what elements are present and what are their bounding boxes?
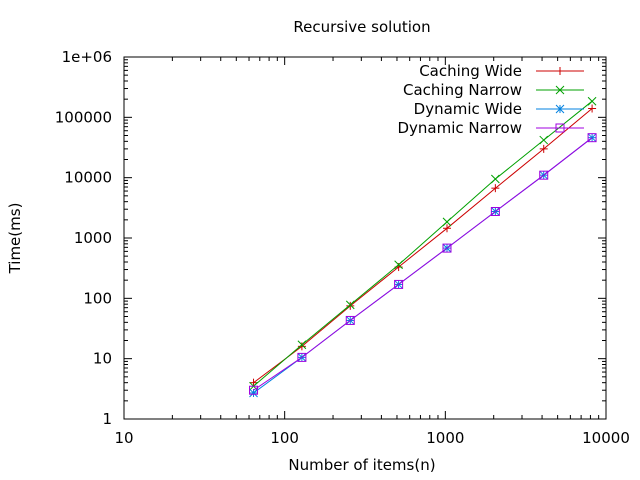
y-tick-label: 1000 (74, 229, 112, 247)
data-point-dynamic-narrow (490, 206, 500, 216)
data-point-dynamic-narrow (394, 279, 404, 289)
data-point-caching-wide (297, 342, 306, 351)
data-point-dynamic-narrow (587, 133, 597, 143)
series-line-caching-narrow (253, 100, 593, 387)
legend-label-dynamic-narrow: Dynamic Narrow (397, 119, 522, 137)
y-tick-label: 1e+06 (62, 48, 112, 66)
data-point-caching-narrow (297, 340, 307, 350)
y-tick-label: 100 (83, 289, 112, 307)
legend-label-caching-narrow: Caching Narrow (403, 81, 522, 99)
chart-title: Recursive solution (293, 18, 430, 36)
legend-marker-caching-wide (556, 67, 564, 75)
y-tick-label: 100000 (55, 108, 112, 126)
data-point-caching-wide (539, 144, 548, 153)
legend-label-dynamic-wide: Dynamic Wide (414, 100, 522, 118)
data-point-caching-wide (346, 301, 355, 310)
data-point-caching-narrow (539, 135, 549, 145)
data-point-dynamic-narrow (297, 352, 307, 362)
data-point-caching-narrow (442, 217, 452, 227)
data-point-caching-narrow (394, 260, 403, 270)
data-point-dynamic-narrow (539, 170, 549, 180)
x-axis-label: Number of items(n) (288, 456, 435, 474)
x-tick-label: 1000 (426, 429, 464, 447)
series-line-caching-wide (253, 108, 593, 384)
y-axis-label: Time(ms) (6, 203, 24, 275)
plot-area (123, 56, 607, 420)
data-point-caching-narrow (491, 174, 500, 184)
data-point-caching-narrow (345, 300, 355, 310)
y-tick-label: 10000 (64, 169, 112, 187)
data-point-caching-wide (442, 224, 451, 233)
y-tick-label: 10 (93, 350, 112, 368)
legend-marker-dynamic-narrow (555, 123, 565, 133)
data-point-dynamic-narrow (345, 315, 355, 325)
data-point-caching-wide (249, 378, 258, 387)
series-line-dynamic-narrow (253, 137, 593, 391)
data-point-caching-wide (588, 104, 597, 113)
legend-marker-dynamic-wide (555, 104, 565, 114)
x-tick-label: 10 (114, 429, 133, 447)
data-point-dynamic-narrow (249, 385, 259, 395)
x-tick-label: 100 (270, 429, 299, 447)
legend-label-caching-wide: Caching Wide (419, 62, 522, 80)
data-point-caching-narrow (587, 96, 597, 106)
data-point-dynamic-wide (249, 388, 258, 398)
data-point-caching-wide (491, 184, 500, 193)
data-point-dynamic-narrow (442, 243, 452, 253)
series-layer (249, 96, 597, 398)
y-tick-label: 1 (102, 410, 112, 428)
x-tick-label: 10000 (582, 429, 630, 447)
legend-marker-caching-narrow (555, 85, 565, 95)
